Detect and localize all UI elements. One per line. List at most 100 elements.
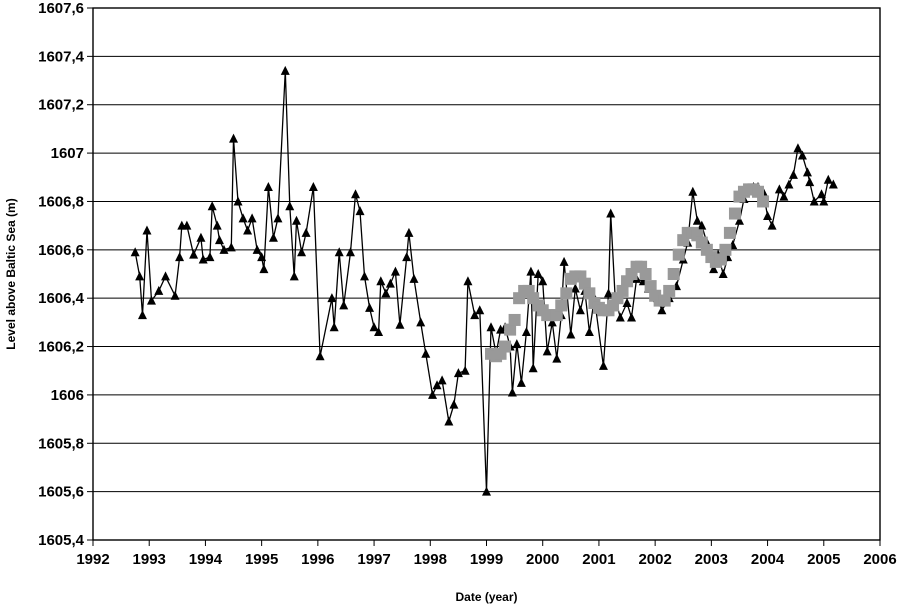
data-point-square	[658, 294, 671, 307]
y-tick-label: 1607,2	[38, 97, 84, 114]
data-point-triangle	[205, 252, 215, 262]
y-axis-ticks: 1605,4 1605,6 1605,8 1606 1606,2 1606,4 1606,6…	[38, 0, 93, 549]
data-point-triangle	[301, 227, 311, 237]
data-point-triangle	[289, 271, 299, 281]
data-point-triangle	[334, 247, 344, 257]
plot-area-frame	[92, 7, 881, 541]
data-point-triangle	[374, 327, 384, 337]
data-point-triangle	[182, 220, 192, 230]
data-point-triangle	[512, 339, 522, 349]
x-tick-label: 2001	[582, 551, 615, 568]
data-point-triangle	[154, 285, 164, 295]
data-point-square	[616, 284, 629, 297]
data-point-triangle	[273, 213, 283, 223]
data-point-triangle	[521, 327, 531, 337]
data-point-triangle	[526, 266, 536, 276]
data-point-triangle	[175, 252, 185, 262]
data-point-square	[723, 226, 736, 239]
data-point-triangle	[198, 254, 208, 264]
data-point-triangle	[622, 298, 632, 308]
data-point-triangle	[784, 179, 794, 189]
data-point-triangle	[189, 249, 199, 259]
data-point-triangle	[788, 169, 798, 179]
data-point-triangle	[285, 201, 295, 211]
data-point-square	[550, 309, 563, 322]
data-point-triangle	[355, 206, 365, 216]
data-point-triangle	[212, 220, 222, 230]
y-tick-label: 1606,2	[38, 339, 84, 356]
data-point-square	[560, 287, 573, 300]
data-point-triangle	[390, 266, 400, 276]
y-tick-label: 1606,4	[38, 290, 85, 307]
x-tick-label: 1994	[189, 551, 223, 568]
data-point-triangle	[226, 242, 236, 252]
data-point-triangle	[734, 215, 744, 225]
x-axis-label: Date (year)	[455, 590, 517, 604]
series-1	[130, 65, 838, 496]
data-point-square	[672, 248, 685, 261]
data-point-triangle	[819, 196, 829, 206]
data-point-triangle	[437, 375, 447, 385]
data-point-triangle	[402, 252, 412, 262]
data-point-triangle	[584, 327, 594, 337]
data-point-triangle	[170, 290, 180, 300]
y-tick-label: 1605,4	[38, 532, 85, 549]
data-point-triangle	[475, 305, 485, 315]
data-point-triangle	[268, 232, 278, 242]
data-point-triangle	[432, 380, 442, 390]
x-tick-label: 1996	[301, 551, 334, 568]
data-point-triangle	[229, 133, 239, 143]
data-point-triangle	[496, 324, 506, 334]
y-tick-label: 1607,6	[38, 0, 84, 17]
y-tick-label: 1606,6	[38, 242, 84, 259]
data-point-triangle	[718, 269, 728, 278]
data-point-square	[752, 185, 765, 198]
data-point-square	[644, 280, 657, 293]
data-point-triangle	[280, 65, 290, 75]
x-tick-label: 1993	[133, 551, 166, 568]
data-point-triangle	[805, 177, 815, 187]
y-tick-label: 1606	[51, 387, 84, 404]
data-point-triangle	[257, 252, 267, 262]
grid-lines	[93, 55, 880, 493]
y-tick-label: 1605,6	[38, 484, 84, 501]
data-point-triangle	[449, 399, 459, 409]
data-point-triangle	[809, 196, 819, 206]
data-point-triangle	[575, 305, 585, 315]
x-tick-label: 2006	[863, 551, 896, 568]
data-point-square	[714, 253, 727, 266]
data-point-triangle	[247, 213, 257, 223]
data-point-triangle	[763, 210, 773, 220]
data-point-triangle	[416, 317, 426, 327]
data-point-triangle	[214, 235, 224, 245]
data-point-triangle	[559, 256, 569, 266]
data-point-triangle	[444, 416, 454, 426]
data-point-triangle	[381, 288, 391, 298]
data-point-square	[578, 277, 591, 290]
data-point-triangle	[615, 312, 625, 322]
data-point-triangle	[421, 348, 431, 358]
data-point-triangle	[252, 244, 262, 254]
data-point-triangle	[360, 271, 370, 281]
x-tick-label: 1998	[414, 551, 447, 568]
y-tick-label: 1606,8	[38, 193, 84, 210]
data-point-triangle	[339, 300, 349, 310]
data-point-triangle	[566, 329, 576, 339]
data-point-square	[499, 340, 512, 353]
data-point-triangle	[802, 167, 812, 177]
data-point-triangle	[774, 184, 784, 194]
data-point-triangle	[688, 186, 698, 196]
data-point-triangle	[315, 351, 325, 361]
data-point-triangle	[570, 283, 580, 293]
data-point-triangle	[547, 317, 557, 327]
data-point-triangle	[463, 276, 473, 286]
data-point-triangle	[365, 302, 375, 312]
data-point-triangle	[161, 271, 171, 281]
data-point-triangle	[135, 271, 145, 281]
x-tick-label: 2002	[638, 551, 671, 568]
data-point-triangle	[697, 220, 707, 230]
data-point-triangle	[259, 264, 269, 274]
data-point-triangle	[146, 295, 156, 305]
data-point-triangle	[196, 232, 206, 242]
data-point-triangle	[345, 247, 355, 257]
